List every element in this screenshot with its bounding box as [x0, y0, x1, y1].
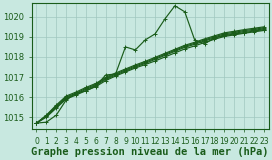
X-axis label: Graphe pression niveau de la mer (hPa): Graphe pression niveau de la mer (hPa) — [32, 147, 269, 157]
